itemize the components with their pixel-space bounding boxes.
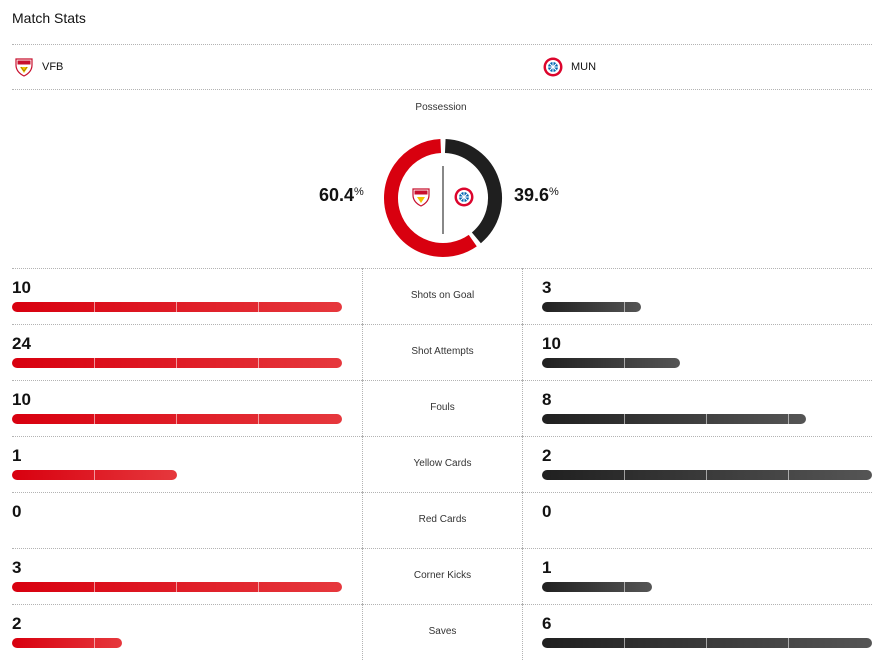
divider (12, 492, 872, 493)
stat-label: Yellow Cards (413, 458, 472, 469)
column-divider (362, 324, 363, 380)
column-divider (522, 268, 523, 324)
column-divider (522, 436, 523, 492)
stat-label: Corner Kicks (413, 570, 472, 581)
home-team: VFB (14, 57, 63, 77)
away-stat-bar (542, 638, 872, 648)
divider (12, 89, 872, 90)
column-divider (522, 324, 523, 380)
column-divider (362, 436, 363, 492)
home-stat-bar (12, 638, 122, 648)
stat-row: 1 Yellow Cards 2 (12, 436, 872, 492)
divider (12, 44, 872, 45)
home-team-abbr: VFB (42, 61, 64, 73)
divider (12, 324, 872, 325)
stat-row: 3 Corner Kicks 1 (12, 548, 872, 604)
column-divider (522, 492, 523, 548)
away-stat-bar (542, 470, 872, 480)
home-stat-value: 24 (12, 334, 31, 353)
stat-row: 0 Red Cards 0 (12, 492, 872, 548)
away-stat-value: 2 (542, 446, 552, 465)
column-divider (362, 548, 363, 604)
fcb-crest-icon (454, 187, 474, 207)
column-divider (362, 604, 363, 660)
vfb-crest-icon (15, 58, 33, 77)
stat-label: Saves (428, 626, 457, 637)
divider (12, 380, 872, 381)
away-stat-bar (542, 302, 641, 312)
away-stat-bar (542, 358, 680, 368)
column-divider (362, 492, 363, 548)
possession-label: Possession (415, 102, 467, 113)
home-stat-value: 0 (12, 502, 22, 521)
fcb-crest-icon (543, 57, 563, 77)
home-stat-value: 2 (12, 614, 22, 633)
home-stat-value: 1 (12, 446, 22, 465)
away-team-abbr: MUN (571, 61, 597, 73)
home-possession-arc (384, 139, 477, 257)
stat-row: 10 Fouls 8 (12, 380, 872, 436)
away-stat-value: 1 (542, 558, 552, 577)
home-stat-bar (12, 302, 342, 312)
home-stat-value: 10 (12, 278, 31, 297)
column-divider (522, 604, 523, 660)
column-divider (522, 380, 523, 436)
column-divider (362, 268, 363, 324)
column-divider (362, 380, 363, 436)
possession-donut-chart (384, 139, 502, 257)
column-divider (522, 548, 523, 604)
away-stat-value: 3 (542, 278, 552, 297)
home-possession: 60.4% (319, 185, 364, 205)
home-stat-bar (12, 414, 342, 424)
home-stat-value: 3 (12, 558, 22, 577)
vfb-crest-icon (412, 188, 430, 207)
away-possession-arc (444, 139, 502, 244)
stat-label: Red Cards (418, 514, 467, 525)
away-stat-value: 0 (542, 502, 552, 521)
away-possession: 39.6% (514, 185, 559, 205)
away-stat-bar (542, 414, 806, 424)
away-stat-value: 6 (542, 614, 552, 633)
stat-row: 10 Shots on Goal 3 (12, 268, 872, 324)
stat-label: Shot Attempts (411, 346, 474, 357)
away-stat-value: 10 (542, 334, 561, 353)
away-stat-bar (542, 582, 652, 592)
stat-row: 24 Shot Attempts 10 (12, 324, 872, 380)
stat-label: Shots on Goal (410, 290, 475, 301)
home-stat-bar (12, 582, 342, 592)
divider (12, 604, 872, 605)
home-stat-value: 10 (12, 390, 31, 409)
divider (12, 548, 872, 549)
section-title: Match Stats (12, 10, 86, 26)
stat-label: Fouls (430, 402, 455, 413)
away-stat-value: 8 (542, 390, 552, 409)
away-team: MUN (543, 57, 596, 77)
home-stat-bar (12, 470, 177, 480)
stat-row: 2 Saves 6 (12, 604, 872, 660)
divider (12, 436, 872, 437)
divider (12, 268, 872, 269)
home-stat-bar (12, 358, 342, 368)
